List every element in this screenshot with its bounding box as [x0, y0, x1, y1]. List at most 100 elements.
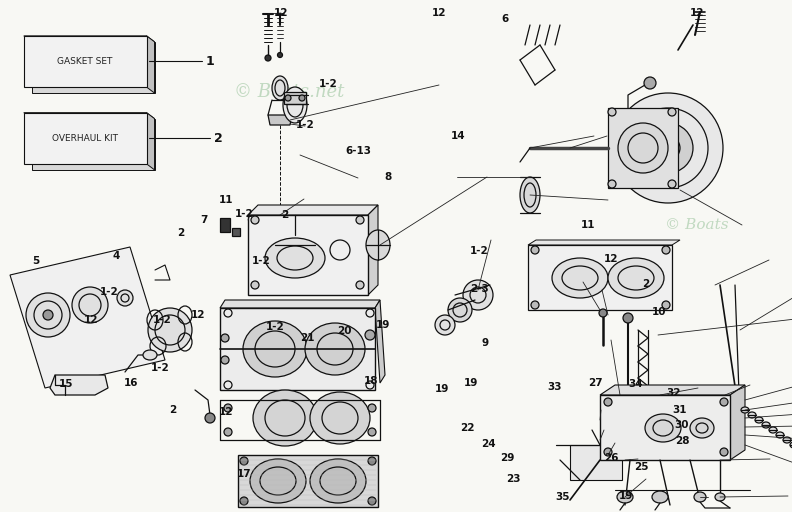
- Bar: [220, 218, 230, 232]
- Polygon shape: [220, 300, 380, 308]
- Ellipse shape: [608, 180, 616, 188]
- Bar: [232, 228, 240, 236]
- Ellipse shape: [463, 280, 493, 310]
- Text: 22: 22: [460, 422, 474, 433]
- Text: 30: 30: [674, 420, 688, 430]
- Ellipse shape: [552, 258, 608, 298]
- Text: 8: 8: [384, 172, 392, 182]
- Ellipse shape: [368, 497, 376, 505]
- Text: 1-2: 1-2: [150, 362, 169, 373]
- Bar: [24, 113, 147, 164]
- Ellipse shape: [285, 95, 291, 101]
- Ellipse shape: [617, 491, 633, 503]
- Ellipse shape: [305, 323, 365, 375]
- Ellipse shape: [243, 321, 307, 377]
- Ellipse shape: [277, 53, 283, 57]
- Ellipse shape: [221, 356, 229, 364]
- Ellipse shape: [265, 55, 271, 61]
- Ellipse shape: [205, 413, 215, 423]
- Polygon shape: [268, 115, 292, 125]
- Ellipse shape: [643, 123, 693, 173]
- Ellipse shape: [356, 216, 364, 224]
- Ellipse shape: [694, 492, 706, 502]
- Text: 12: 12: [690, 8, 704, 18]
- Ellipse shape: [662, 301, 670, 309]
- Text: 11: 11: [219, 195, 233, 205]
- Ellipse shape: [366, 230, 390, 260]
- Text: OVERHAUL KIT: OVERHAUL KIT: [52, 134, 118, 143]
- Text: 11: 11: [581, 220, 595, 230]
- Polygon shape: [147, 113, 154, 170]
- Text: 6-13: 6-13: [345, 146, 371, 156]
- Text: 1-2: 1-2: [470, 246, 489, 256]
- Ellipse shape: [43, 310, 53, 320]
- Ellipse shape: [613, 93, 723, 203]
- Ellipse shape: [662, 246, 670, 254]
- Text: 27: 27: [588, 378, 603, 388]
- Ellipse shape: [240, 457, 248, 465]
- Text: 2: 2: [281, 210, 289, 220]
- Ellipse shape: [283, 87, 307, 123]
- Text: © Boats.net: © Boats.net: [234, 83, 345, 101]
- Text: 33: 33: [547, 381, 562, 392]
- Ellipse shape: [668, 180, 676, 188]
- Text: 10: 10: [652, 307, 666, 317]
- Text: 19: 19: [464, 378, 478, 388]
- Bar: [24, 36, 147, 87]
- Text: 2: 2: [177, 228, 185, 238]
- Text: 12: 12: [191, 310, 205, 320]
- Text: 34: 34: [628, 379, 642, 389]
- Text: 20: 20: [337, 326, 352, 336]
- Polygon shape: [368, 205, 378, 295]
- Ellipse shape: [623, 313, 633, 323]
- Ellipse shape: [748, 412, 756, 418]
- Text: GASKET SET: GASKET SET: [58, 57, 112, 66]
- Text: 1-2: 1-2: [234, 209, 253, 219]
- Text: 18: 18: [364, 376, 378, 387]
- Text: 4: 4: [112, 251, 120, 261]
- Ellipse shape: [368, 428, 376, 436]
- Bar: [528, 245, 672, 310]
- Ellipse shape: [790, 442, 792, 448]
- Text: 21: 21: [300, 333, 314, 343]
- Text: 1-2: 1-2: [295, 120, 314, 131]
- Ellipse shape: [531, 301, 539, 309]
- Polygon shape: [730, 385, 745, 460]
- Text: 2: 2: [169, 404, 177, 415]
- Text: 25: 25: [634, 462, 649, 472]
- Ellipse shape: [603, 449, 613, 461]
- Text: 31: 31: [672, 404, 687, 415]
- Text: 5: 5: [32, 256, 40, 266]
- Text: 1-2: 1-2: [266, 322, 285, 332]
- Text: 17: 17: [237, 468, 251, 479]
- Ellipse shape: [26, 293, 70, 337]
- Bar: [238, 455, 378, 507]
- Text: 28: 28: [676, 436, 690, 446]
- Bar: [284, 92, 306, 104]
- Text: 2: 2: [642, 279, 649, 289]
- Text: 2: 2: [214, 132, 223, 145]
- Ellipse shape: [604, 448, 612, 456]
- Ellipse shape: [604, 398, 612, 406]
- Ellipse shape: [604, 463, 612, 473]
- Text: 1: 1: [206, 55, 215, 68]
- Polygon shape: [528, 240, 680, 245]
- Polygon shape: [375, 300, 385, 383]
- Ellipse shape: [720, 448, 728, 456]
- Text: 12: 12: [219, 407, 233, 417]
- Ellipse shape: [253, 390, 317, 446]
- Polygon shape: [147, 36, 154, 93]
- Text: 1-2: 1-2: [100, 287, 119, 297]
- Ellipse shape: [117, 290, 133, 306]
- Ellipse shape: [644, 77, 656, 89]
- Ellipse shape: [251, 216, 259, 224]
- Text: 7: 7: [200, 215, 208, 225]
- Text: 9: 9: [482, 338, 489, 348]
- Text: 32: 32: [666, 388, 680, 398]
- Ellipse shape: [599, 309, 607, 317]
- Ellipse shape: [299, 95, 305, 101]
- Text: 2-3: 2-3: [470, 284, 489, 294]
- Bar: [220, 308, 375, 390]
- Polygon shape: [24, 113, 154, 119]
- Ellipse shape: [762, 422, 770, 428]
